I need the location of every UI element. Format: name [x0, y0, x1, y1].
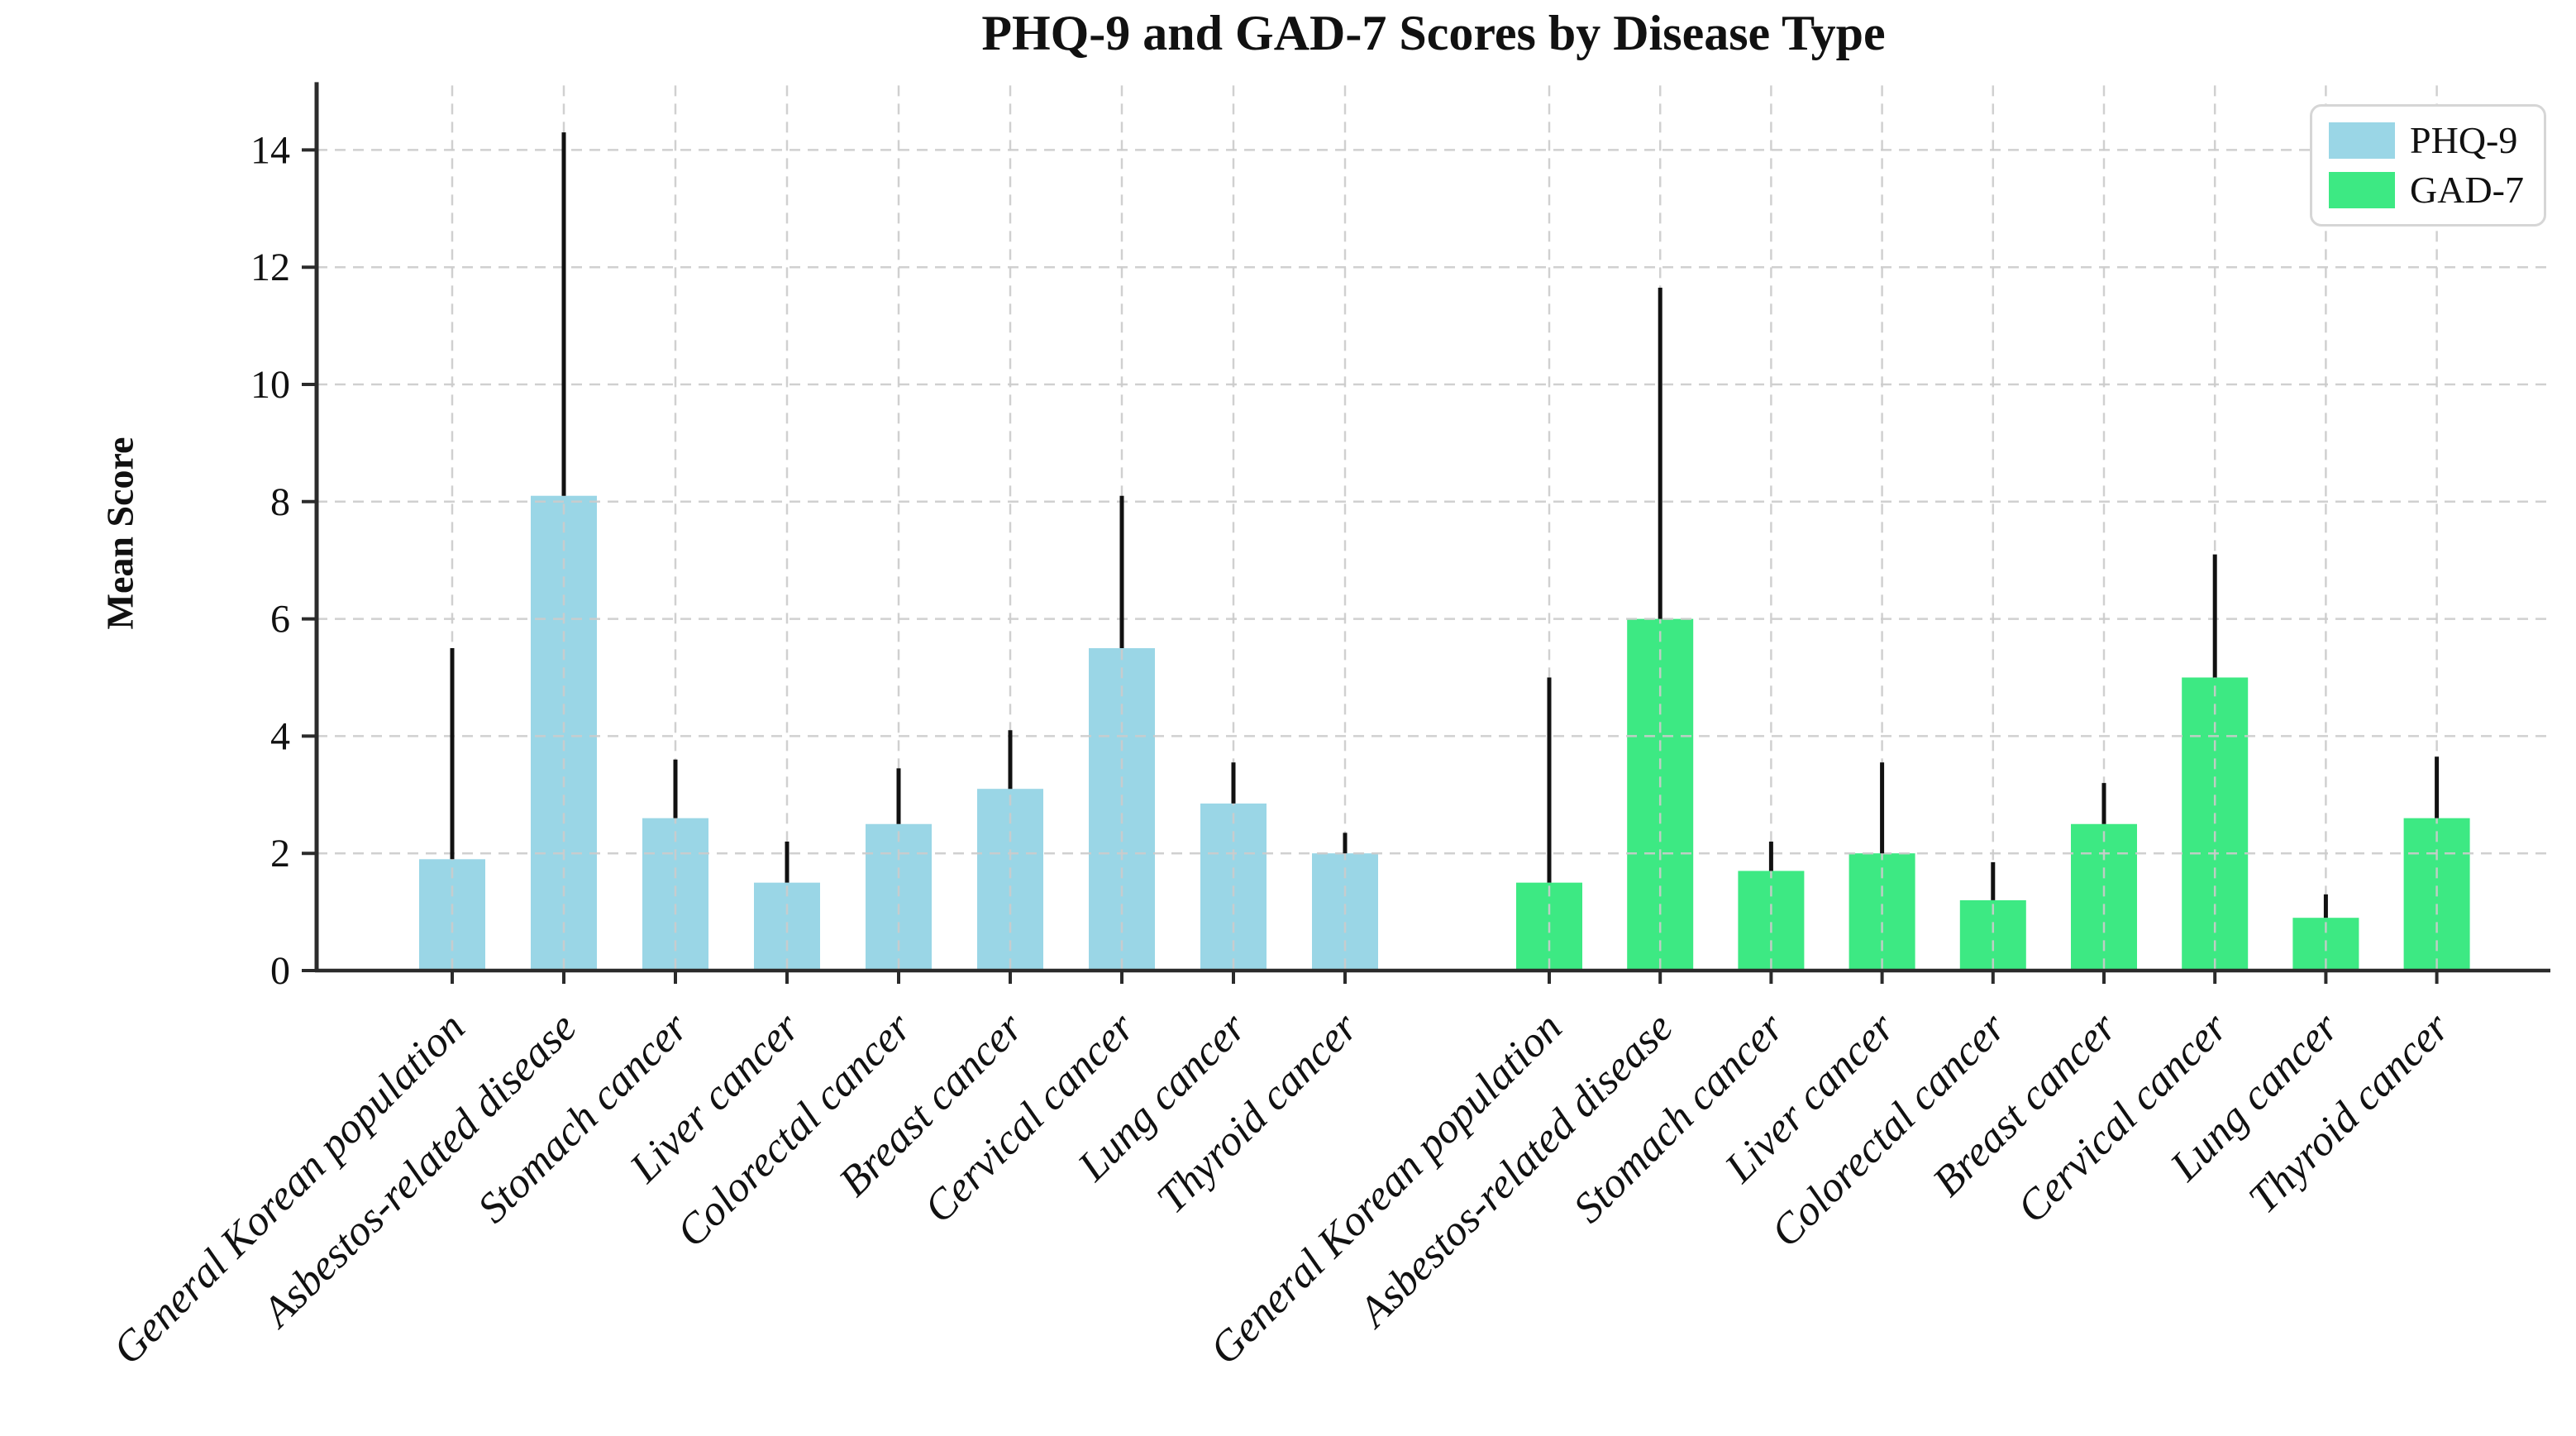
y-tick-label: 4 [270, 714, 290, 758]
chart-title: PHQ-9 and GAD-7 Scores by Disease Type [981, 6, 1886, 60]
legend-swatch-gad7 [2329, 172, 2396, 208]
x-tick-label: Thyroid cancer [2240, 1004, 2459, 1223]
y-tick-label: 12 [250, 246, 290, 289]
y-tick-label: 6 [270, 598, 290, 642]
y-tick-label: 8 [270, 480, 290, 524]
legend-label-gad7: GAD-7 [2410, 169, 2524, 211]
y-tick-label: 2 [270, 832, 290, 875]
y-tick-label: 10 [250, 363, 290, 407]
y-tick-label: 0 [270, 949, 290, 993]
y-tick-label: 14 [250, 128, 290, 172]
legend-entry-phq9: PHQ-9 [2329, 122, 2524, 160]
legend-box: PHQ-9 GAD-7 [2310, 104, 2546, 227]
bar-phq-9-7 [1089, 648, 1155, 971]
legend-swatch-phq9 [2329, 122, 2396, 159]
legend-entry-gad7: GAD-7 [2329, 171, 2524, 209]
legend-label-phq9: PHQ-9 [2410, 119, 2518, 161]
x-tick-label: Thyroid cancer [1148, 1004, 1367, 1223]
